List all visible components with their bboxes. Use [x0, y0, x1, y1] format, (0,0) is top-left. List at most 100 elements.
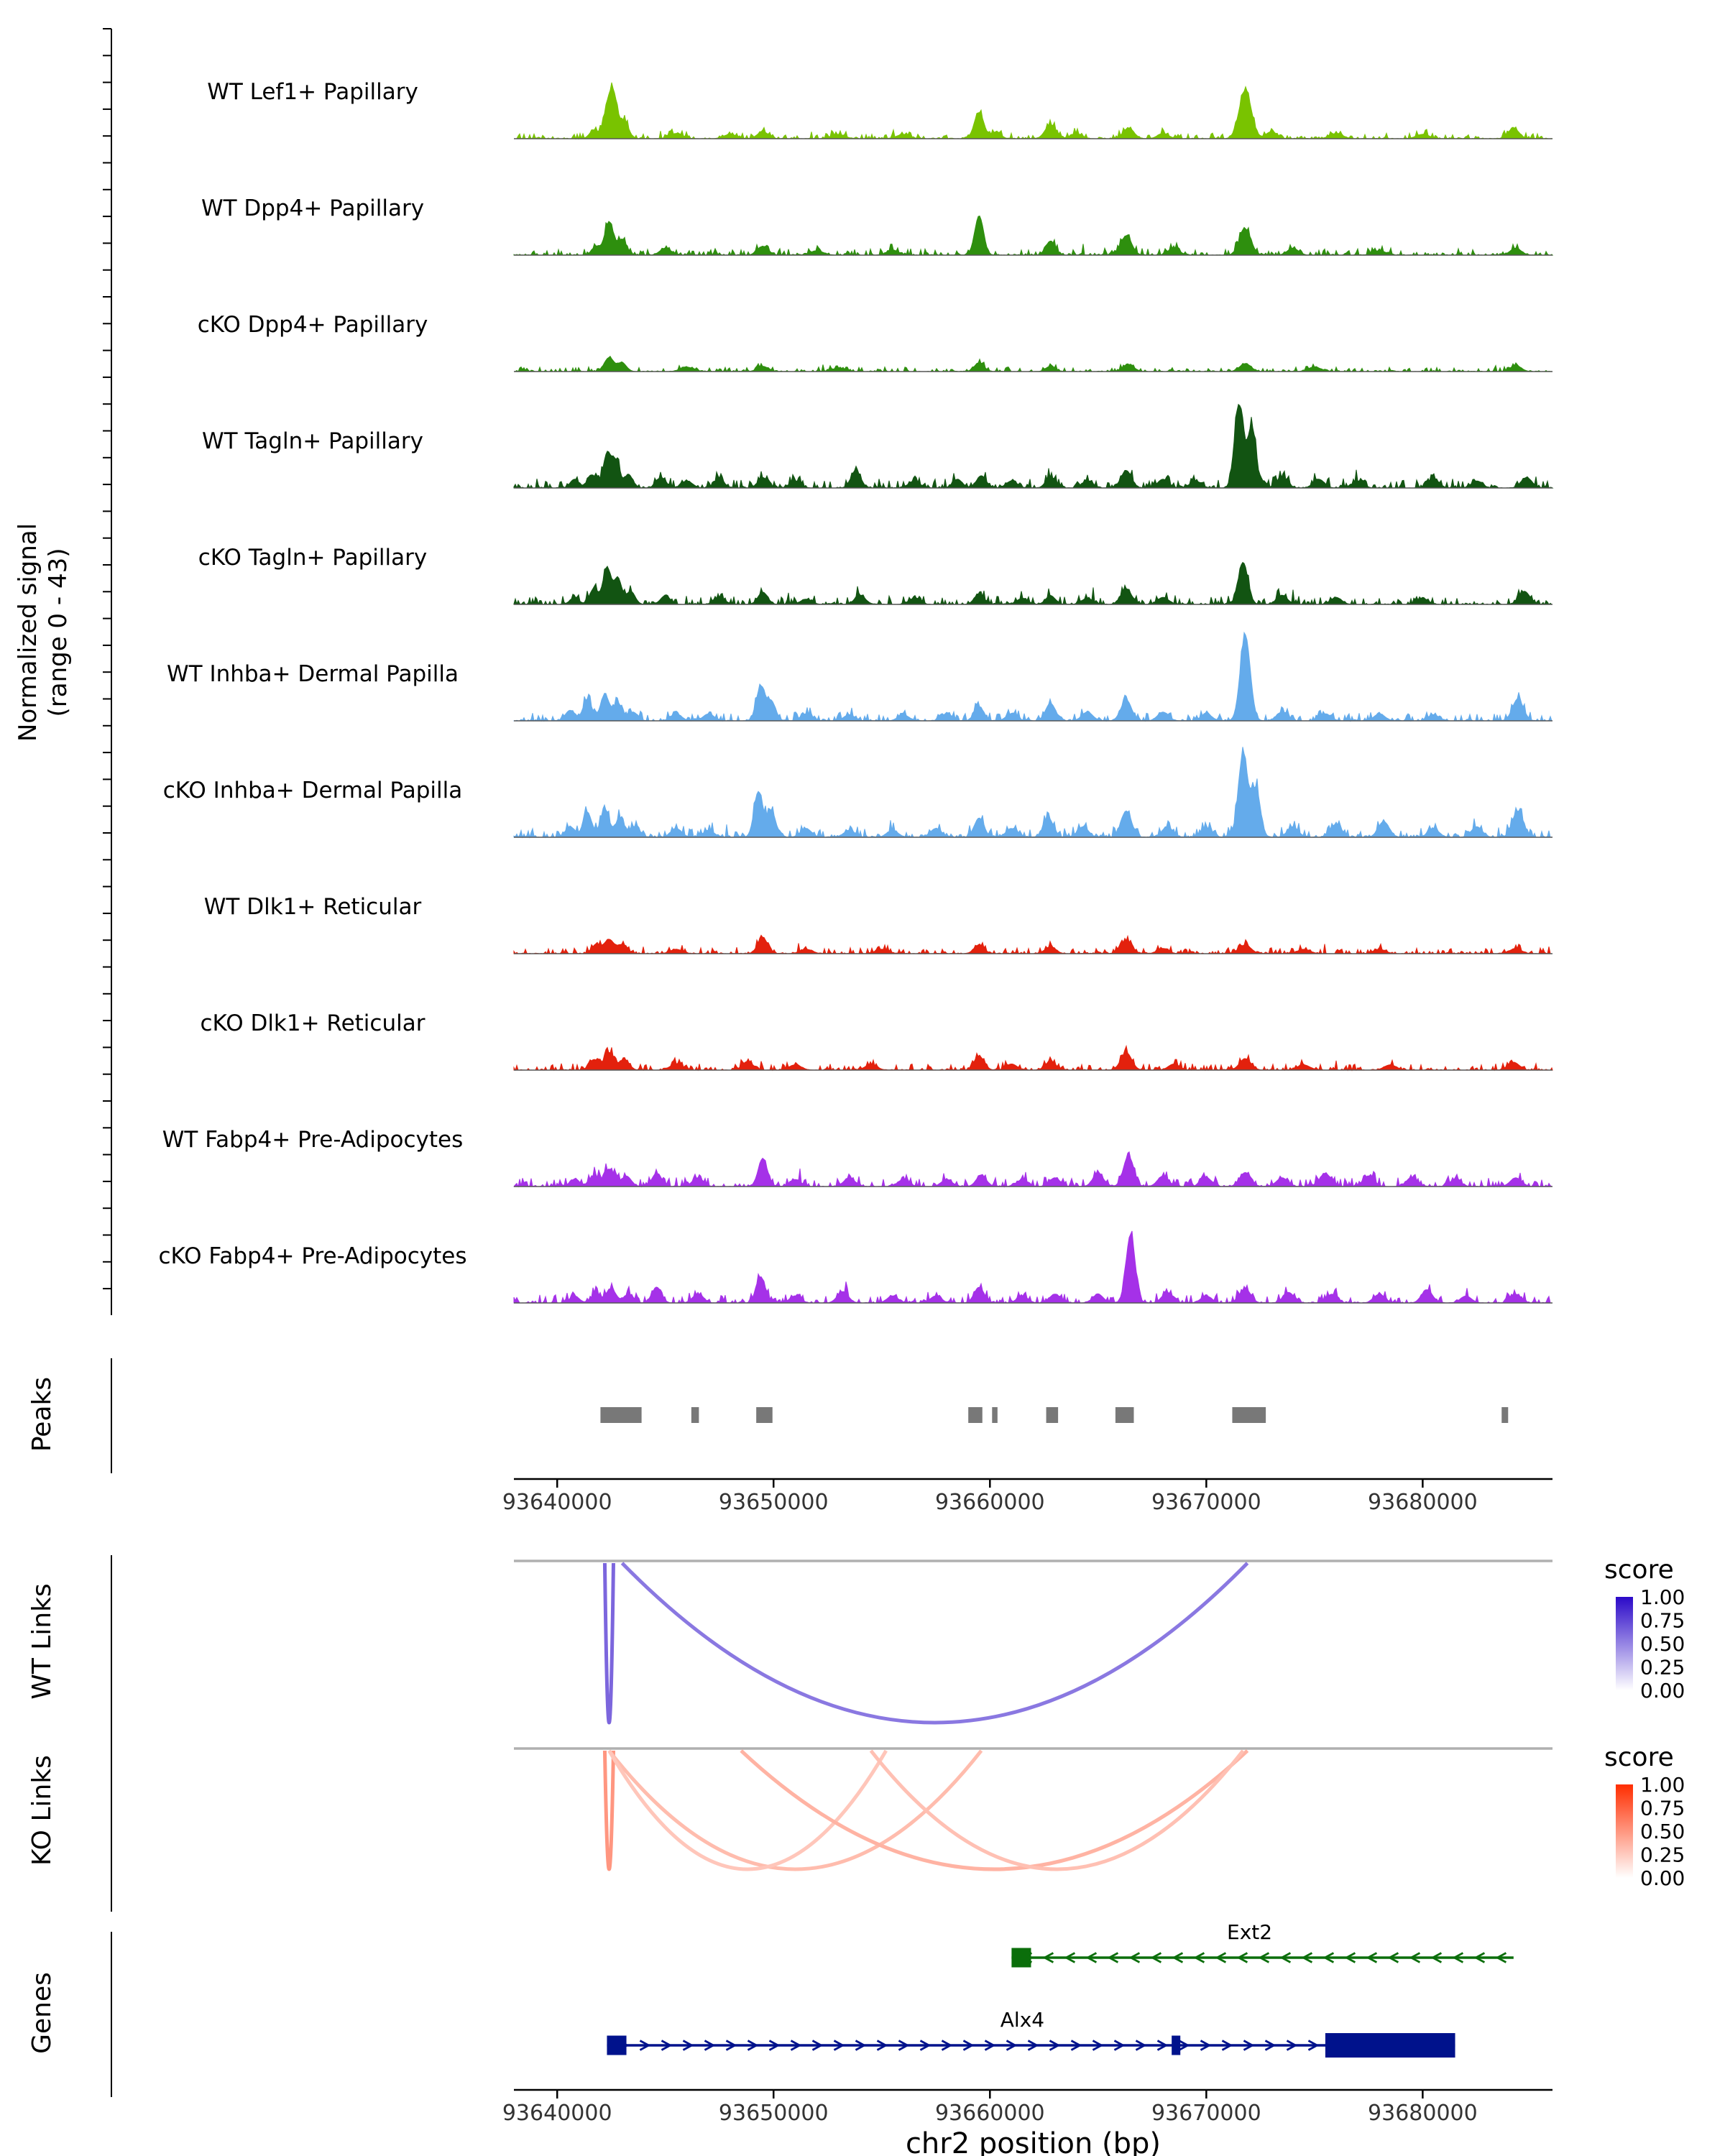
gene-strand-arrow-icon — [1064, 1952, 1076, 1963]
gene-strand-arrow-icon — [855, 2040, 867, 2051]
signal-area — [513, 356, 1553, 373]
gene-strand-arrow-icon — [919, 2040, 932, 2051]
gene-strand-arrow-icon — [1172, 1952, 1184, 1963]
track-label: cKO Dlk1+ Reticular — [201, 1010, 426, 1036]
gene-strand-arrow-icon — [941, 2040, 953, 2051]
gene-strand-arrow-icon — [1049, 2040, 1061, 2051]
gene-strand-arrow-icon — [682, 2040, 694, 2051]
x-axis-top: 93640000 93650000 93660000 93670000 93680000 — [502, 1478, 1552, 1515]
signal-area — [513, 403, 1554, 489]
x-axis-tick-label: 93640000 — [502, 2101, 612, 2126]
score-legend-tick-label: 0.25 — [1640, 1656, 1685, 1680]
x-axis-tick-label: 93660000 — [935, 1490, 1045, 1515]
gene-strand-arrow-icon — [1344, 1952, 1356, 1963]
gene-strand-arrow-icon — [1243, 2040, 1255, 2051]
signal-area — [513, 1044, 1553, 1072]
gene-strand-arrow-icon — [1286, 2040, 1298, 2051]
peak-region — [691, 1407, 699, 1423]
link-arc — [607, 1749, 888, 1871]
x-axis-title: chr2 position (bp) — [906, 2127, 1161, 2156]
gene-strand-arrow-icon — [725, 2040, 737, 2051]
gene-strand-arrow-icon — [811, 2040, 824, 2051]
coverage-track: WT Dpp4+ Papillary — [201, 195, 1554, 257]
track-label: cKO Dpp4+ Papillary — [198, 312, 428, 338]
gene-exon-box — [1325, 2033, 1455, 2058]
score-legend-tick-label: 0.00 — [1640, 1679, 1685, 1703]
gene-strand-arrow-icon — [1178, 2040, 1190, 2051]
track-label: cKO Tagln+ Papillary — [198, 545, 427, 571]
link-arc — [602, 1562, 615, 1725]
signal-area — [513, 1230, 1552, 1304]
gene-strand-arrow-icon — [1070, 2040, 1082, 2051]
score-gradient-bar — [1616, 1597, 1633, 1690]
peak-region — [600, 1407, 642, 1423]
gene-strand-arrow-icon — [1236, 1952, 1248, 1963]
link-arc — [607, 1749, 983, 1871]
signal-area — [513, 631, 1552, 722]
x-axis-bottom: 93640000 93650000 93660000 93670000 93680000… — [502, 2088, 1552, 2156]
signal-area — [513, 934, 1552, 955]
peak-region — [1046, 1407, 1059, 1423]
gene-strand-arrow-icon — [1200, 2040, 1212, 2051]
score-legend-tick-label: 0.50 — [1640, 1820, 1685, 1843]
gene-strand-arrow-icon — [962, 2040, 975, 2051]
gene-strand-arrow-icon — [747, 2040, 759, 2051]
x-axis-tick-label: 93670000 — [1151, 1490, 1261, 1515]
gene-label: Alx4 — [1000, 2008, 1044, 2032]
gene-strand-arrow-icon — [833, 2040, 845, 2051]
gene-strand-arrow-icon — [1409, 1952, 1421, 1963]
coverage-track: WT Fabp4+ Pre-Adipocytes — [162, 1127, 1553, 1188]
track-label: WT Inhba+ Dermal Papilla — [167, 661, 459, 687]
gene-strand-arrow-icon — [1006, 2040, 1018, 2051]
track-label: WT Fabp4+ Pre-Adipocytes — [162, 1127, 464, 1153]
gene-strand-arrow-icon — [1258, 1952, 1270, 1963]
coverage-track: WT Inhba+ Dermal Papilla — [167, 631, 1552, 722]
score-legend-tick-label: 0.75 — [1640, 1797, 1685, 1820]
gene-strand-arrow-icon — [1027, 2040, 1039, 2051]
coverage-tracks-section: WT Lef1+ Papillary WT Dpp4+ Papillary cKO … — [103, 28, 1554, 1315]
signal-area — [513, 747, 1553, 839]
signal-area — [513, 561, 1552, 606]
gene-strand-arrow-icon — [1221, 2040, 1233, 2051]
link-arc — [602, 1750, 615, 1871]
signal-y-axis — [103, 28, 112, 1315]
link-arc — [620, 1562, 1249, 1725]
peak-region — [756, 1407, 773, 1423]
track-label: WT Tagln+ Papillary — [202, 428, 423, 454]
gene-strand-arrow-icon — [1107, 1952, 1119, 1963]
score-legend-tick-label: 1.00 — [1640, 1773, 1685, 1797]
gene-exon-box — [1172, 2035, 1181, 2055]
gene-strand-arrow-icon — [1092, 2040, 1104, 2051]
coverage-track: cKO Tagln+ Papillary — [198, 545, 1552, 606]
track-label: cKO Inhba+ Dermal Papilla — [163, 778, 463, 803]
gene-strand-arrow-icon — [1452, 1952, 1464, 1963]
gene-strand-arrow-icon — [1473, 1952, 1486, 1963]
coverage-track: cKO Fabp4+ Pre-Adipocytes — [159, 1230, 1552, 1304]
gene-strand-arrow-icon — [876, 2040, 888, 2051]
track-label: WT Lef1+ Papillary — [207, 79, 418, 105]
signal-area — [514, 82, 1553, 140]
gene-strand-arrow-icon — [639, 2040, 651, 2051]
x-axis-tick-label: 93640000 — [502, 1490, 612, 1515]
gene-strand-arrow-icon — [1042, 1952, 1054, 1963]
score-legend-title: score — [1604, 1555, 1674, 1585]
gene-strand-arrow-icon — [1495, 1952, 1507, 1963]
coverage-track: WT Tagln+ Papillary — [202, 403, 1554, 489]
coverage-track: cKO Inhba+ Dermal Papilla — [163, 747, 1553, 839]
gene-strand-arrow-icon — [898, 2040, 910, 2051]
gene-strand-arrow-icon — [1215, 1952, 1227, 1963]
coverage-track: cKO Dlk1+ Reticular — [201, 1010, 1553, 1072]
link-arc — [740, 1749, 1249, 1871]
gene-strand-arrow-icon — [1279, 1952, 1292, 1963]
gene-strand-arrow-icon — [661, 2040, 673, 2051]
peak-region — [1501, 1407, 1509, 1423]
score-legend-tick-label: 1.00 — [1640, 1585, 1685, 1609]
score-legend-tick-label: 0.25 — [1640, 1843, 1685, 1867]
gene-strand-arrow-icon — [1135, 2040, 1147, 2051]
